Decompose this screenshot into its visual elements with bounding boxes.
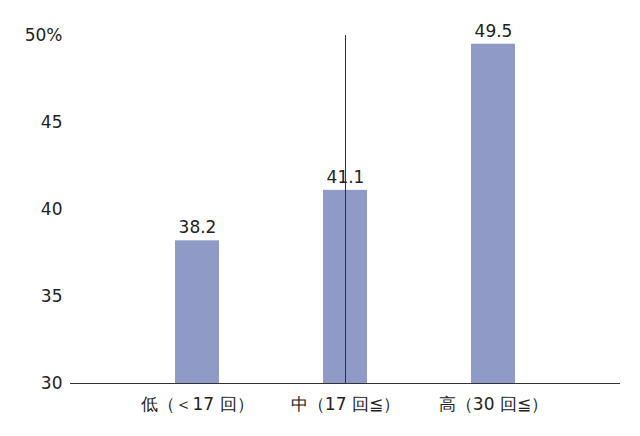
svg-text:45: 45 [41, 112, 63, 132]
svg-text:40: 40 [41, 199, 63, 219]
svg-text:高（30 回≦）: 高（30 回≦） [439, 394, 548, 414]
svg-text:低（＜17 回）: 低（＜17 回） [141, 394, 253, 414]
svg-text:35: 35 [41, 286, 63, 306]
svg-text:49.5: 49.5 [475, 21, 513, 41]
svg-text:30: 30 [41, 373, 63, 393]
svg-text:38.2: 38.2 [179, 217, 217, 237]
svg-text:中（17 回≦）: 中（17 回≦） [291, 394, 400, 414]
svg-text:50%: 50% [25, 25, 63, 45]
svg-text:41.1: 41.1 [326, 166, 365, 187]
